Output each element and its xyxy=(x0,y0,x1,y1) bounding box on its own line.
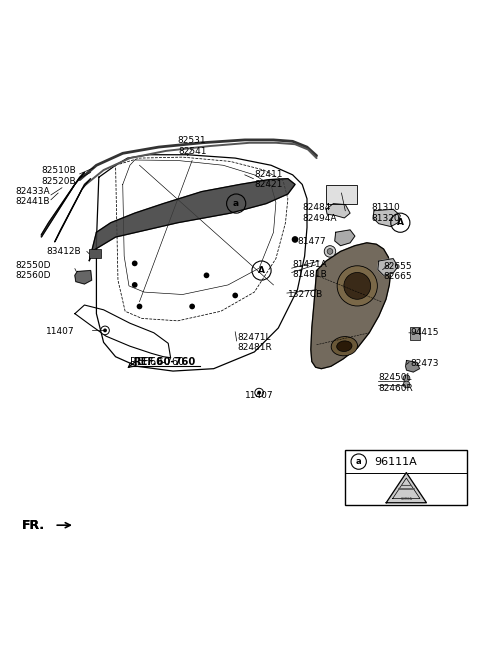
Polygon shape xyxy=(55,178,91,242)
Text: 82411
82421: 82411 82421 xyxy=(254,170,283,190)
Text: 83412B: 83412B xyxy=(46,247,81,256)
Circle shape xyxy=(337,266,377,306)
Text: 82471L
82481R: 82471L 82481R xyxy=(238,333,272,352)
Text: 96111A: 96111A xyxy=(374,457,417,466)
Text: a: a xyxy=(233,199,239,208)
Circle shape xyxy=(189,304,195,310)
Circle shape xyxy=(232,293,238,298)
Polygon shape xyxy=(41,173,84,237)
Text: REF.60-760: REF.60-760 xyxy=(133,356,195,367)
Circle shape xyxy=(403,375,410,382)
Text: FR.: FR. xyxy=(22,519,45,531)
Text: 82484
82494A: 82484 82494A xyxy=(302,203,336,223)
Polygon shape xyxy=(373,209,400,226)
Bar xyxy=(410,327,420,340)
Text: A: A xyxy=(397,218,404,227)
Circle shape xyxy=(204,272,209,278)
Text: 82433A
82441B: 82433A 82441B xyxy=(15,187,49,206)
Text: KOREA: KOREA xyxy=(400,497,412,501)
Ellipse shape xyxy=(331,337,358,356)
Bar xyxy=(89,249,101,258)
Text: 82531
82541: 82531 82541 xyxy=(178,136,206,156)
Circle shape xyxy=(327,249,333,255)
Text: REF.60-760: REF.60-760 xyxy=(130,356,184,367)
Text: 82550D
82560D: 82550D 82560D xyxy=(15,261,50,280)
Text: 11407: 11407 xyxy=(46,327,75,337)
Text: 1327CB: 1327CB xyxy=(288,290,323,299)
Circle shape xyxy=(403,381,410,388)
Text: 82450L
82460R: 82450L 82460R xyxy=(379,373,414,393)
Polygon shape xyxy=(406,361,420,372)
Polygon shape xyxy=(386,472,426,502)
Text: 82655
82665: 82655 82665 xyxy=(384,262,412,281)
Polygon shape xyxy=(378,258,398,276)
Polygon shape xyxy=(326,203,350,218)
Circle shape xyxy=(103,329,107,333)
Text: 82473: 82473 xyxy=(410,359,438,369)
Bar xyxy=(326,186,357,203)
Bar xyxy=(345,450,468,505)
Text: a: a xyxy=(356,457,361,466)
Circle shape xyxy=(101,326,109,335)
Text: 81477: 81477 xyxy=(298,237,326,247)
Circle shape xyxy=(324,246,336,257)
Text: 81310
81320: 81310 81320 xyxy=(372,203,400,223)
Polygon shape xyxy=(311,243,391,369)
Circle shape xyxy=(132,260,138,266)
Circle shape xyxy=(255,388,264,397)
Circle shape xyxy=(292,236,299,243)
Text: 82510B
82520B: 82510B 82520B xyxy=(41,166,76,186)
Circle shape xyxy=(132,282,138,288)
Circle shape xyxy=(137,304,143,310)
Text: FR.: FR. xyxy=(22,519,45,531)
Circle shape xyxy=(344,272,371,299)
Polygon shape xyxy=(75,270,92,284)
Text: 81471A
81481B: 81471A 81481B xyxy=(293,260,327,279)
Polygon shape xyxy=(89,178,295,261)
Polygon shape xyxy=(335,230,355,246)
Text: A: A xyxy=(258,266,265,275)
Polygon shape xyxy=(75,305,170,358)
Text: 94415: 94415 xyxy=(410,328,438,337)
Ellipse shape xyxy=(336,341,352,352)
Circle shape xyxy=(257,391,261,394)
Text: 11407: 11407 xyxy=(245,392,274,400)
